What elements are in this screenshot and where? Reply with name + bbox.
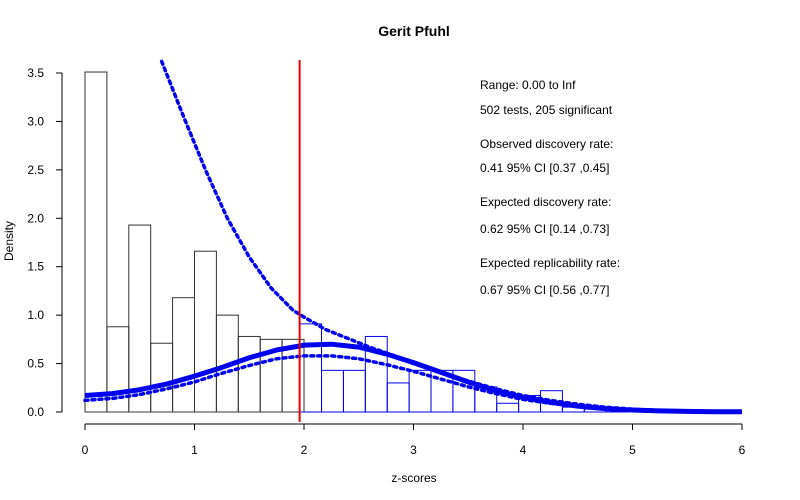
y-axis-title: Density xyxy=(2,221,16,261)
histogram-bar xyxy=(299,323,323,413)
x-tick-label: 4 xyxy=(520,443,527,457)
x-axis: 0 1 2 3 4 5 6 xyxy=(82,423,746,457)
y-tick-label: 1.0 xyxy=(27,308,44,322)
annotation-text: Expected replicability rate: xyxy=(480,256,620,270)
histogram-bar xyxy=(342,369,366,413)
y-tick-label: 2.0 xyxy=(27,211,44,225)
x-tick-label: 5 xyxy=(629,443,636,457)
x-tick-label: 0 xyxy=(82,443,89,457)
y-tick-label: 3.5 xyxy=(27,66,44,80)
histogram-bar xyxy=(496,402,520,413)
x-tick-label: 6 xyxy=(739,443,746,457)
histogram-bar xyxy=(128,224,152,413)
fitted-density-curve xyxy=(84,341,743,415)
annotation-text: Expected discovery rate: xyxy=(480,195,611,209)
histogram-bar xyxy=(321,369,344,413)
annotation-text: 0.62 95% CI [0.14 ,0.73] xyxy=(480,222,609,236)
histogram-bar xyxy=(364,335,388,413)
x-tick-label: 2 xyxy=(301,443,308,457)
annotation-text: 0.41 95% CI [0.37 ,0.45] xyxy=(480,161,609,175)
y-tick-label: 3.0 xyxy=(27,114,44,128)
histogram-bar xyxy=(194,250,217,413)
histogram-bar xyxy=(150,342,174,413)
annotation-text: Observed discovery rate: xyxy=(480,137,613,151)
fitted-curve xyxy=(84,341,743,415)
annotation-text: 502 tests, 205 significant xyxy=(480,103,613,117)
annotation-text: 0.67 95% CI [0.56 ,0.77] xyxy=(480,283,609,297)
histogram-bar xyxy=(172,297,196,413)
y-tick-label: 0.5 xyxy=(27,357,44,371)
histogram-bar xyxy=(84,71,108,413)
x-tick-label: 3 xyxy=(410,443,417,457)
histogram-bar xyxy=(281,338,305,413)
y-tick-label: 0.0 xyxy=(27,405,44,419)
histogram-bars xyxy=(84,71,629,413)
y-tick-label: 2.5 xyxy=(27,163,44,177)
y-axis: 0.0 0.5 1.0 1.5 2.0 2.5 3.0 3.5 xyxy=(27,66,63,419)
annotations: Range: 0.00 to Inf 502 tests, 205 signifi… xyxy=(480,78,620,297)
histogram-bar xyxy=(237,335,261,413)
annotation-text: Range: 0.00 to Inf xyxy=(480,78,576,92)
y-tick-label: 1.5 xyxy=(27,260,44,274)
x-tick-label: 1 xyxy=(191,443,198,457)
x-axis-title: z-scores xyxy=(391,471,436,485)
chart-title: Gerit Pfuhl xyxy=(378,23,450,39)
histogram-bar xyxy=(386,382,410,413)
